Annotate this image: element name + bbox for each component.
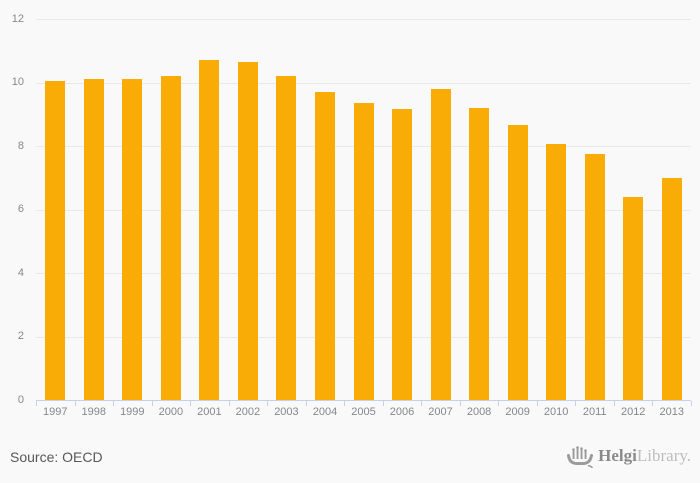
- x-axis-label-2009: 2009: [505, 406, 530, 418]
- x-axis-tick: [613, 401, 615, 406]
- helgi-ship-icon: [567, 446, 594, 468]
- brand-name: HelgiLibrary.: [598, 444, 691, 468]
- x-axis-label-1999: 1999: [120, 406, 145, 418]
- bar-2000: [160, 76, 181, 400]
- x-axis-tick: [382, 401, 384, 406]
- x-axis-label-2007: 2007: [428, 406, 453, 418]
- x-axis-label-2004: 2004: [312, 406, 338, 418]
- bar-2006: [392, 109, 413, 400]
- grid-line-12: [36, 19, 691, 20]
- x-axis-tick: [575, 401, 577, 406]
- bar-2004: [314, 92, 335, 400]
- bar-2007: [430, 88, 451, 400]
- bar-2001: [199, 60, 220, 400]
- x-axis-tick: [74, 401, 76, 406]
- x-axis-label-2010: 2010: [543, 406, 569, 418]
- x-axis-tick: [113, 401, 115, 406]
- bar-1999: [122, 79, 143, 400]
- y-axis-label-12: 12: [11, 12, 24, 25]
- x-axis-tick: [691, 401, 692, 406]
- x-axis-label-1998: 1998: [81, 406, 107, 418]
- grid-line-10: [36, 82, 691, 84]
- x-axis-label-2006: 2006: [389, 406, 415, 418]
- x-axis-tick: [228, 401, 230, 406]
- y-axis-label-2: 2: [17, 330, 24, 342]
- x-axis-tick: [652, 401, 654, 406]
- x-axis-tick: [190, 401, 192, 406]
- x-axis-label-2000: 2000: [158, 406, 184, 418]
- bar-2005: [353, 103, 374, 400]
- x-axis-label-2005: 2005: [351, 406, 376, 418]
- x-axis-tick: [459, 401, 461, 406]
- x-axis-label-1997: 1997: [43, 406, 68, 418]
- brand-name-bold: Helgi: [598, 446, 637, 465]
- brand-logo-link[interactable]: HelgiLibrary.: [567, 444, 691, 468]
- x-axis-label-2011: 2011: [582, 406, 607, 418]
- bar-2008: [469, 107, 490, 400]
- brand-name-light: Library.: [636, 446, 691, 465]
- bar-2011: [584, 153, 605, 400]
- x-axis-label-2001: 2001: [197, 406, 222, 418]
- y-axis-label-10: 10: [11, 76, 24, 88]
- y-axis-label-4: 4: [17, 266, 24, 279]
- x-axis-label-2002: 2002: [235, 406, 261, 418]
- bar-1998: [83, 79, 104, 400]
- x-axis-tick: [305, 401, 307, 406]
- bar-1997: [45, 80, 66, 400]
- bar-2010: [546, 144, 567, 400]
- x-axis-tick: [536, 401, 538, 406]
- x-axis-tick: [421, 401, 423, 406]
- bar-2003: [276, 76, 297, 400]
- x-axis-tick: [498, 401, 500, 406]
- x-axis-line: [36, 400, 691, 401]
- y-axis-label-6: 6: [17, 203, 24, 215]
- x-axis-label-2012: 2012: [620, 406, 646, 418]
- bar-2012: [623, 196, 644, 400]
- bar-2002: [237, 61, 258, 400]
- x-axis-label-2003: 2003: [274, 406, 299, 418]
- x-axis-tick: [151, 401, 153, 406]
- bar-2009: [507, 125, 528, 400]
- source-note: Source: OECD: [10, 449, 103, 465]
- bar-2013: [661, 177, 682, 400]
- y-axis-label-8: 8: [17, 139, 24, 152]
- x-axis-tick: [344, 401, 346, 406]
- y-axis-label-0: 0: [17, 393, 24, 406]
- x-axis-label-2013: 2013: [659, 406, 684, 418]
- x-axis-tick: [36, 401, 37, 406]
- x-axis-tick: [267, 401, 269, 406]
- x-axis-label-2008: 2008: [466, 406, 492, 418]
